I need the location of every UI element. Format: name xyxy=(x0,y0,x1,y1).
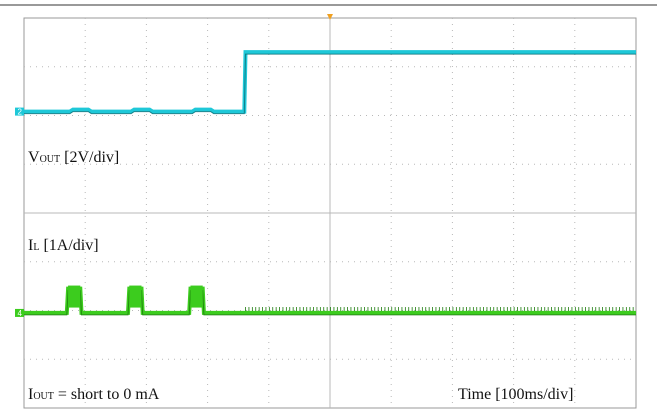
trigger-marker xyxy=(327,14,333,20)
il-pulse-block xyxy=(129,285,142,308)
ch4-marker-label: 4 xyxy=(18,309,23,318)
ch2-marker-label: 2 xyxy=(18,108,23,117)
il-label: IL [1A/div] xyxy=(28,237,99,254)
il-pulse-block xyxy=(190,285,203,308)
channel-markers: 24 xyxy=(15,107,24,318)
iout-condition-label: IOUT = short to 0 mA xyxy=(28,386,160,403)
ch2-marker xyxy=(15,107,24,116)
il-ripple xyxy=(245,307,634,311)
vout-trace-edge xyxy=(24,53,636,115)
graticule xyxy=(24,18,636,408)
il-pulse-block xyxy=(68,285,81,308)
vout-label: VOUT [2V/div] xyxy=(28,149,119,166)
vout-trace xyxy=(24,50,636,114)
traces xyxy=(24,50,636,316)
time-scale-label: Time [100ms/div] xyxy=(458,386,573,403)
ch4-marker xyxy=(15,308,24,317)
